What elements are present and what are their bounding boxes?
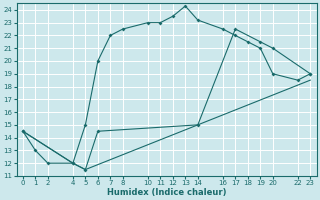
X-axis label: Humidex (Indice chaleur): Humidex (Indice chaleur) (107, 188, 226, 197)
